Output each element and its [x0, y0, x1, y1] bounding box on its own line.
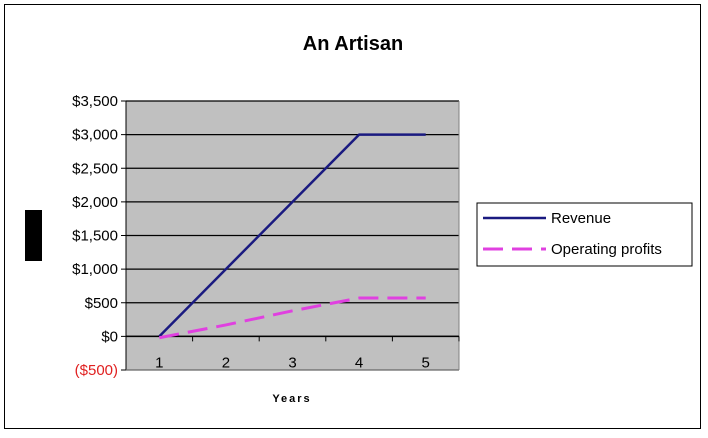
x-tick-label: 1	[155, 354, 163, 371]
x-tick-label: 4	[355, 354, 363, 371]
y-tick-label: $0	[101, 328, 118, 345]
series-group	[158, 133, 426, 340]
legend-box	[476, 202, 693, 267]
x-tick-label: 5	[422, 354, 430, 371]
y-tick-labels: ($500) $0 $500 $1,000 $1,500 $2,000 $2,500 $3,0…	[72, 93, 118, 379]
legend: Revenue Operating profits	[476, 202, 693, 267]
y-tick-label: $2,500	[72, 160, 118, 177]
y-tick-label: $500	[85, 295, 118, 312]
y-tick-label: $3,000	[72, 127, 118, 144]
y-tick-label: $1,000	[72, 261, 118, 278]
x-tick-label: 3	[288, 354, 296, 371]
y-tick-label: $1,500	[72, 228, 118, 245]
y-tick-label: $3,500	[72, 93, 118, 110]
chart-title: An Artisan	[303, 33, 403, 55]
x-tick-labels: 1 2 3 4 5	[155, 354, 430, 371]
y-axis-marker	[25, 210, 42, 261]
axes	[121, 100, 460, 371]
y-tick-label: ($500)	[75, 362, 118, 379]
legend-label-2: Operating profits	[551, 241, 662, 258]
x-axis-label: Years	[272, 393, 311, 405]
x-tick-label: 2	[222, 354, 230, 371]
y-tick-label: $2,000	[72, 194, 118, 211]
series-line-1	[158, 133, 426, 338]
legend-label-1: Revenue	[551, 210, 611, 227]
series-line-2	[159, 296, 426, 340]
